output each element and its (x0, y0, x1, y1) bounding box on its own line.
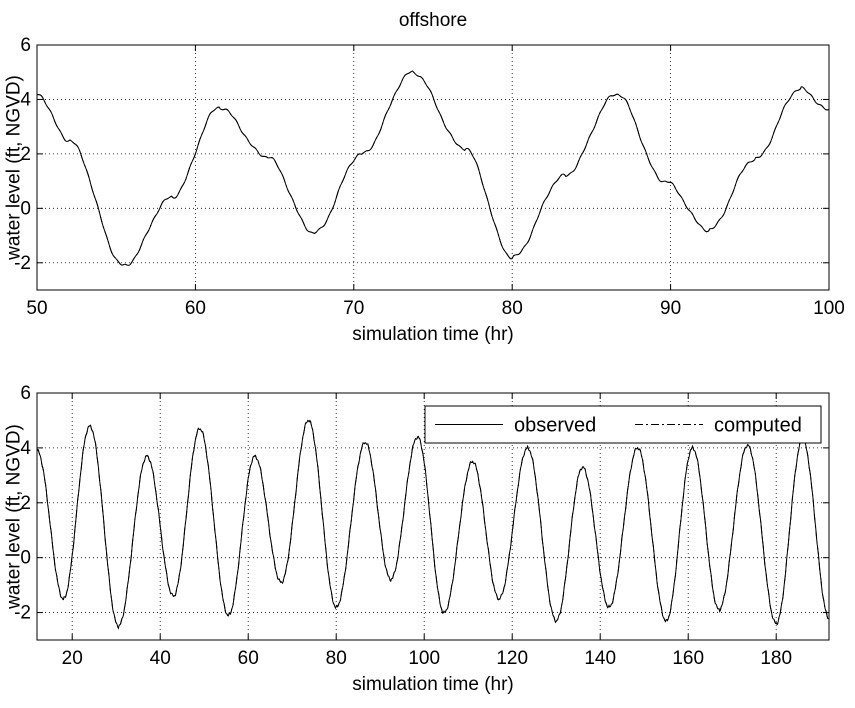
x-tick-label: 80 (326, 648, 347, 669)
x-tick-label: 90 (660, 298, 681, 319)
y-axis-label: water level (ft, NGVD) (4, 75, 25, 261)
x-axis-label: simulation time (hr) (352, 674, 514, 695)
x-tick-label: 40 (150, 648, 171, 669)
chart-2: 20 40 60 80 100 120 140 160 180 -2 0 2 4 6 simulation … (4, 383, 830, 695)
y-tick-label: 4 (20, 89, 31, 110)
legend: observed computed (424, 405, 822, 444)
axes-frame (36, 392, 830, 641)
y-tick-label: 4 (20, 438, 31, 459)
y-tick-label: 2 (20, 493, 31, 514)
y-axis-label: water level (ft, NGVD) (4, 424, 25, 610)
x-tick-label: 50 (26, 298, 47, 319)
y-tick-label: 2 (20, 144, 31, 165)
chart-1: 50 60 70 80 90 100 -2 0 2 4 6 offshore simulation ti… (4, 10, 845, 345)
x-tick-label: 20 (62, 648, 83, 669)
series-line-series-2 (37, 70, 829, 266)
x-tick-label: 100 (813, 298, 845, 319)
chart-title: offshore (399, 10, 467, 31)
axes-frame (36, 44, 830, 291)
y-tick-label: 0 (20, 198, 31, 219)
y-tick-label: 0 (20, 548, 31, 569)
y-tick-label: 6 (20, 383, 31, 404)
x-tick-label: 60 (238, 648, 259, 669)
x-tick-label: 80 (502, 298, 523, 319)
x-tick-label: 160 (672, 648, 704, 669)
y-tick-label: -2 (14, 603, 31, 624)
x-tick-label: 100 (408, 648, 440, 669)
plot-area (37, 45, 829, 290)
series-line-computed (37, 419, 829, 630)
legend-label-observed: observed (514, 415, 596, 437)
x-tick-label: 140 (584, 648, 616, 669)
x-tick-label: 70 (343, 298, 364, 319)
y-tick-label: 6 (20, 35, 31, 56)
x-tick-label: 60 (185, 298, 206, 319)
y-tick-label: -2 (14, 253, 31, 274)
legend-label-computed: computed (714, 415, 802, 437)
x-axis-label: simulation time (hr) (352, 324, 514, 345)
x-tick-label: 180 (760, 648, 792, 669)
x-tick-label: 120 (496, 648, 528, 669)
